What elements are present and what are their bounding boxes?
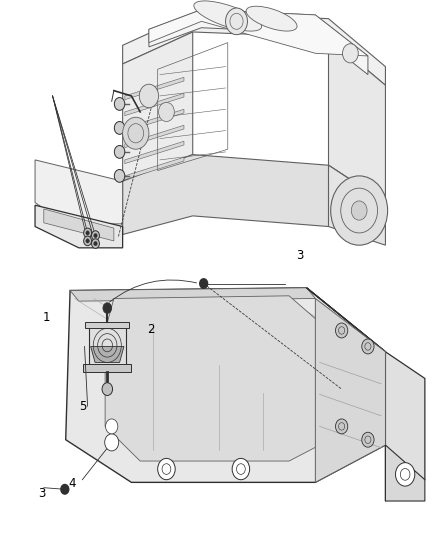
Circle shape	[114, 98, 125, 110]
Polygon shape	[328, 165, 385, 245]
Circle shape	[86, 231, 89, 235]
Polygon shape	[85, 322, 129, 328]
Ellipse shape	[246, 6, 297, 31]
Circle shape	[343, 44, 358, 63]
Circle shape	[92, 239, 99, 248]
Circle shape	[84, 228, 92, 238]
Circle shape	[106, 419, 118, 434]
Text: 1: 1	[42, 311, 50, 324]
Text: 3: 3	[38, 487, 45, 499]
Polygon shape	[125, 109, 184, 132]
Polygon shape	[328, 37, 385, 203]
Polygon shape	[307, 288, 425, 501]
Polygon shape	[35, 160, 123, 224]
Polygon shape	[105, 296, 350, 461]
Polygon shape	[125, 157, 184, 180]
Polygon shape	[125, 141, 184, 164]
Polygon shape	[149, 10, 368, 75]
Circle shape	[84, 236, 92, 246]
Circle shape	[362, 432, 374, 447]
Polygon shape	[123, 155, 385, 235]
Circle shape	[92, 231, 99, 240]
Polygon shape	[123, 13, 385, 85]
Circle shape	[139, 84, 159, 108]
Text: 2: 2	[147, 323, 155, 336]
Circle shape	[200, 279, 208, 288]
Polygon shape	[91, 346, 124, 362]
Polygon shape	[44, 209, 114, 241]
Circle shape	[102, 383, 113, 395]
Circle shape	[331, 176, 388, 245]
Text: 3: 3	[297, 249, 304, 262]
Polygon shape	[66, 288, 385, 482]
Text: 4: 4	[68, 478, 76, 490]
Text: 5: 5	[79, 400, 86, 413]
Polygon shape	[125, 77, 184, 100]
Polygon shape	[83, 364, 131, 372]
Circle shape	[61, 484, 69, 494]
Circle shape	[114, 122, 125, 134]
Circle shape	[86, 239, 89, 243]
Polygon shape	[125, 93, 184, 116]
Circle shape	[396, 463, 415, 486]
Circle shape	[336, 323, 348, 338]
Circle shape	[105, 434, 119, 451]
Circle shape	[226, 8, 247, 35]
Circle shape	[232, 458, 250, 480]
Circle shape	[94, 241, 97, 246]
Polygon shape	[149, 10, 368, 56]
Circle shape	[123, 117, 149, 149]
Circle shape	[94, 233, 97, 238]
Circle shape	[114, 169, 125, 182]
Polygon shape	[385, 445, 425, 501]
Polygon shape	[89, 325, 126, 365]
Polygon shape	[125, 125, 184, 148]
Circle shape	[158, 458, 175, 480]
Circle shape	[114, 146, 125, 158]
Circle shape	[362, 339, 374, 354]
Polygon shape	[123, 32, 193, 181]
Ellipse shape	[194, 1, 261, 31]
Circle shape	[336, 419, 348, 434]
Polygon shape	[315, 298, 385, 482]
Circle shape	[351, 201, 367, 220]
Polygon shape	[35, 205, 123, 248]
Circle shape	[103, 303, 112, 313]
Polygon shape	[70, 288, 315, 301]
Circle shape	[159, 102, 174, 122]
